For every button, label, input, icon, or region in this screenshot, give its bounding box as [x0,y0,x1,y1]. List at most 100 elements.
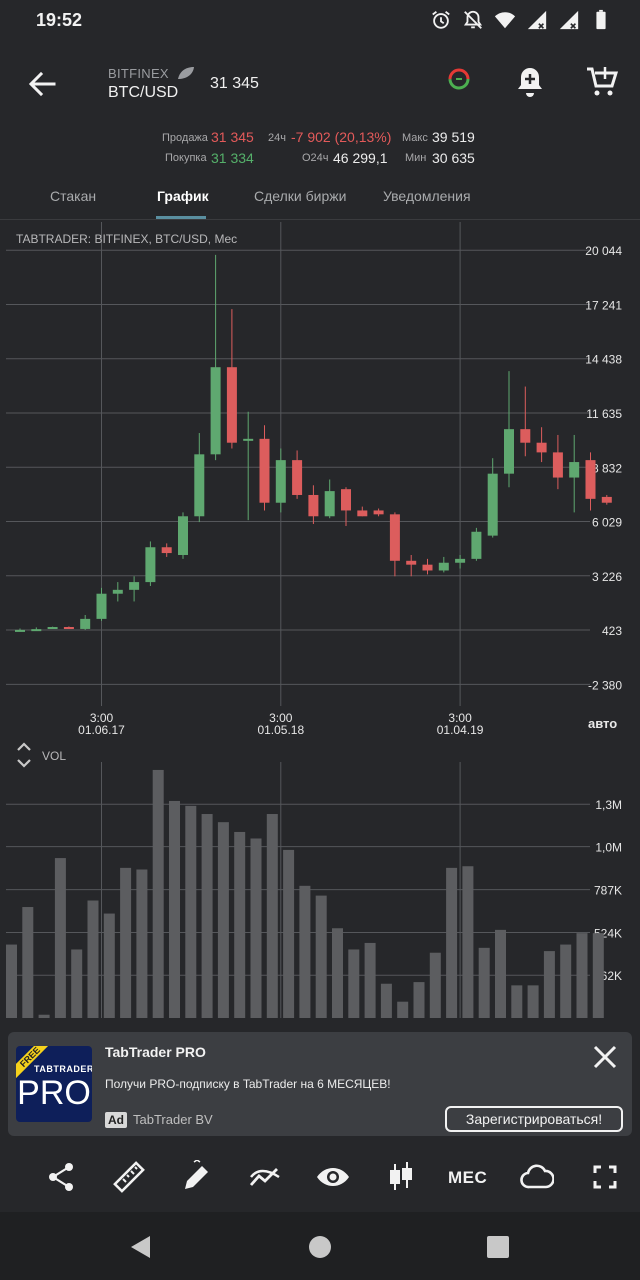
candle-bull[interactable] [178,516,188,555]
candle-bull[interactable] [194,454,205,517]
candle-bear[interactable] [308,494,319,517]
candle-bear[interactable] [422,564,433,571]
tab-order-book[interactable]: Стакан [50,188,97,204]
exchange-logo-icon[interactable] [440,66,478,104]
volume-bar[interactable] [397,1001,409,1018]
candle-bear[interactable] [63,627,74,630]
candle-bear[interactable] [552,452,563,478]
nav-back-icon[interactable] [128,1234,154,1260]
volume-bar[interactable] [332,928,343,1018]
candle-bear[interactable] [601,496,612,503]
price-chart[interactable]: 20 044 17 241 14 438 11 635 8 832 6 029 3 226 4… [0,222,640,1030]
add-alert-icon[interactable] [512,64,548,100]
timeframe-button[interactable]: МЕС [448,1168,488,1187]
ad-title[interactable]: TabTrader PRO [105,1044,206,1060]
candle-bull[interactable] [455,558,466,563]
nav-home-icon[interactable] [307,1234,333,1260]
volume-bar[interactable] [120,867,132,1018]
candle-bull[interactable] [471,531,482,559]
volume-bar[interactable] [543,951,555,1018]
volume-bar[interactable] [576,933,588,1018]
volume-bar[interactable] [22,907,34,1018]
expand-collapse-icon[interactable] [14,740,34,770]
volume-bar[interactable] [266,814,278,1018]
volume-bar[interactable] [380,983,392,1018]
candle-bear[interactable] [536,442,547,453]
ruler-icon[interactable] [112,1160,146,1194]
volume-bar[interactable] [136,869,148,1018]
indicators-icon[interactable] [248,1160,282,1194]
volume-bar[interactable] [185,805,197,1018]
candle-bull[interactable] [15,629,25,632]
volume-bar[interactable] [364,942,376,1018]
nav-recents-icon[interactable] [485,1234,511,1260]
candle-bear[interactable] [259,438,270,503]
volume-bar[interactable] [71,949,83,1018]
candle-bull[interactable] [324,491,335,517]
candle-bear[interactable] [357,510,368,517]
candle-bear[interactable] [341,489,351,511]
volume-bar[interactable] [152,769,164,1018]
candle-bull[interactable] [504,429,514,474]
candle-bull[interactable] [112,589,123,594]
candle-bull[interactable] [47,627,58,630]
pair-name[interactable]: BTC/USD [108,84,179,101]
volume-bar[interactable] [169,800,180,1018]
volume-bar[interactable] [217,822,229,1018]
tab-chart[interactable]: График [157,188,209,204]
candle-bull[interactable] [487,473,498,536]
candle-bear[interactable] [292,460,303,495]
share-icon[interactable] [44,1160,78,1194]
volume-bar[interactable] [54,858,66,1018]
volume-bar[interactable] [250,838,262,1018]
eye-icon[interactable] [316,1160,350,1194]
volume-bar[interactable] [446,867,458,1018]
ad-banner[interactable]: FREE TABTRADER PRO TabTrader PRO Получи … [8,1032,632,1136]
ad-logo[interactable]: FREE TABTRADER PRO [16,1046,92,1122]
chart-area[interactable]: 20 044 17 241 14 438 11 635 8 832 6 029 3 226 4… [0,222,640,1030]
tab-alerts[interactable]: Уведомления [383,188,471,204]
candle-bear[interactable] [373,510,384,515]
volume-bar[interactable] [495,929,506,1018]
volume-bar[interactable] [38,1014,50,1018]
candle-bull[interactable] [243,438,254,441]
candle-bull[interactable] [438,562,449,571]
volume-bar[interactable] [527,985,539,1018]
volume-bar[interactable] [478,947,490,1018]
candle-bear[interactable] [389,514,400,561]
volume-bar[interactable] [462,866,474,1018]
back-arrow-icon[interactable] [24,66,60,102]
tab-exchange-trades[interactable]: Сделки биржи [254,188,347,204]
candle-bull[interactable] [129,582,140,590]
candle-bull[interactable] [31,629,42,632]
candle-bear[interactable] [585,460,596,499]
volume-bar[interactable] [87,900,99,1018]
volume-bar[interactable] [283,849,295,1018]
candle-bull[interactable] [80,618,91,629]
volume-bar[interactable] [6,944,17,1018]
close-icon[interactable] [592,1044,618,1070]
candle-bear[interactable] [161,547,172,554]
volume-bar[interactable] [299,885,311,1018]
candle-bull[interactable] [145,547,156,583]
ad-register-button[interactable]: Зарегистрироваться! [445,1106,623,1132]
pencil-icon[interactable] [180,1160,214,1194]
volume-bar[interactable] [413,982,425,1018]
add-to-cart-icon[interactable] [584,64,620,100]
volume-bar[interactable] [560,944,572,1018]
volume-bar[interactable] [511,985,523,1018]
cloud-icon[interactable] [520,1160,554,1194]
volume-bar[interactable] [348,949,360,1018]
candle-bull[interactable] [210,367,221,455]
candle-bear[interactable] [520,429,531,443]
volume-bar[interactable] [429,952,441,1018]
candle-bull[interactable] [569,462,580,478]
volume-bar[interactable] [234,831,246,1018]
volume-bar[interactable] [592,933,604,1018]
candle-bear[interactable] [406,560,417,565]
auto-scale-button[interactable]: авто [588,716,618,731]
candles-icon[interactable] [384,1160,418,1194]
candle-bull[interactable] [275,460,286,503]
fullscreen-icon[interactable] [588,1160,622,1194]
candle-bull[interactable] [96,593,107,619]
